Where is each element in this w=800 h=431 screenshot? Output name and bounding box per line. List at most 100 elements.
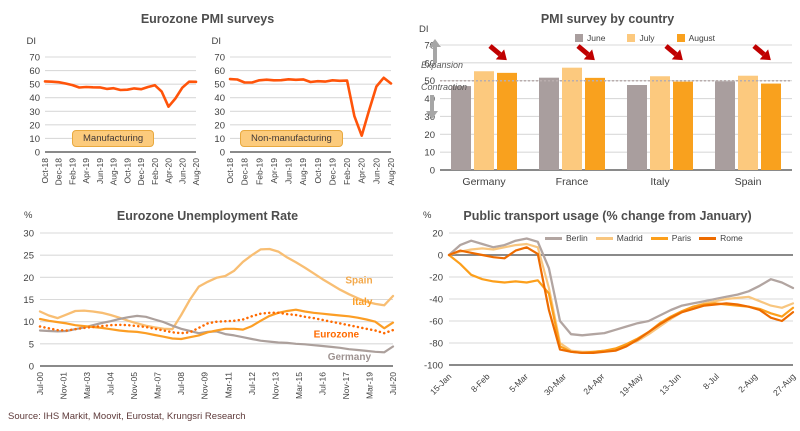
bar-spain-june [715, 81, 735, 170]
bar-germany-june [451, 86, 471, 170]
y-tick-label: 40 [424, 94, 435, 105]
y-tick-label: 30 [214, 107, 225, 118]
x-tick-label: Mar-11 [223, 372, 233, 399]
y-tick-label: 0 [438, 251, 443, 262]
legend-swatch [650, 236, 668, 240]
x-tick-label: Jul-08 [176, 372, 186, 395]
bar-germany-august [497, 72, 517, 170]
y-axis-unit: % [423, 210, 432, 221]
bar-germany-july [474, 71, 494, 170]
y-tick-label: 40 [214, 93, 225, 104]
legend-item-june: June [575, 33, 605, 43]
decline-arrow [488, 44, 507, 61]
x-tick-label: Aug-19 [298, 158, 308, 186]
chart-public-transport-usage: Public transport usage (% change from Ja… [415, 203, 800, 413]
series-line-berlin [447, 237, 795, 337]
y-tick-label: 5 [29, 339, 34, 350]
series-tag-non-manufacturing: Non-manufacturing [240, 130, 343, 147]
legend-item-july: July [627, 33, 655, 43]
decline-arrow [576, 44, 595, 61]
legend-label: Berlin [566, 233, 588, 243]
x-tick-label: Feb-19 [254, 158, 264, 185]
bar-spain-august [761, 83, 781, 170]
legend: Berlin Madrid Paris Rome [545, 233, 743, 243]
x-tick-label: Oct-19 [313, 158, 323, 184]
chart-eurozone-unemployment: Eurozone Unemployment Rate % 0 5 10 15 20 25 3… [0, 203, 415, 413]
series-line-italy [38, 308, 395, 341]
x-tick-label: Jun-19 [284, 158, 294, 184]
x-tick-label: Jul-16 [317, 372, 327, 395]
y-axis-unit: % [24, 210, 33, 221]
x-tick-label: Apr-19 [81, 158, 91, 184]
legend-item-paris: Paris [650, 233, 691, 243]
x-tick-label: 27-Aug [771, 371, 798, 398]
x-tick-label: Dec-19 [327, 158, 337, 186]
x-tick-label: Oct-19 [122, 158, 132, 184]
legend-swatch [699, 236, 717, 240]
series-line-rome [447, 246, 795, 355]
y-axis-unit: DI [27, 36, 37, 47]
series-label-spain: Spain [345, 276, 372, 287]
legend-label: Rome [720, 233, 743, 243]
y-tick-label: -100 [424, 361, 443, 372]
series-line-madrid [447, 242, 795, 353]
legend-item-madrid: Madrid [595, 233, 643, 243]
y-tick-label: 30 [424, 112, 435, 123]
bar-spain-july [738, 75, 758, 170]
x-tick-label: Oct-18 [40, 158, 50, 184]
bar-italy-july [650, 76, 670, 170]
y-tick-label: 30 [23, 229, 34, 240]
x-tick-label: 24-Apr [581, 371, 606, 396]
legend-item-august: August [676, 33, 715, 43]
y-tick-label: 25 [23, 251, 34, 262]
y-tick-label: 30 [29, 107, 40, 118]
x-tick-label: 8-Feb [469, 371, 492, 394]
y-tick-label: -20 [429, 273, 443, 284]
y-tick-label: 60 [424, 58, 435, 69]
y-axis-unit: DI [419, 24, 429, 35]
x-category-label: Spain [735, 176, 762, 188]
bar-france-august [585, 77, 605, 170]
expansion-label: Expansion [421, 60, 463, 70]
x-tick-label: Aug-20 [386, 158, 396, 186]
series-line-eurozone [38, 311, 395, 335]
x-tick-label: 13-Jun [657, 371, 683, 397]
x-tick-label: 5-Mar [507, 371, 530, 394]
series-line-spain [38, 247, 395, 331]
legend-label: July [639, 33, 655, 43]
y-tick-label: 20 [29, 120, 40, 131]
y-tick-label: 70 [424, 41, 435, 52]
source-note: Source: IHS Markit, Moovit, Eurostat, Kr… [8, 411, 246, 422]
x-tick-label: Oct-18 [225, 158, 235, 184]
y-tick-label: 20 [23, 273, 34, 284]
y-tick-label: 20 [432, 229, 443, 240]
y-tick-label: 0 [29, 362, 34, 373]
y-tick-label: 70 [214, 53, 225, 64]
series-line-paris [447, 253, 795, 355]
chart-title: Eurozone PMI surveys [140, 12, 275, 26]
y-tick-label: 50 [424, 76, 435, 87]
legend-item-berlin: Berlin [545, 233, 588, 243]
bar-france-july [562, 67, 582, 170]
pmi-manufacturing-plot: DI 0 10 20 30 40 50 60 70 Oct-18 Dec-18 Feb-19 Apr-1… [27, 36, 202, 186]
x-category-label: Germany [462, 176, 506, 188]
x-tick-label: Aug-19 [109, 158, 119, 186]
y-tick-label: 10 [23, 317, 34, 328]
y-tick-label: 40 [29, 93, 40, 104]
series-line-non-manufacturing [228, 76, 393, 137]
x-tick-label: Dec-18 [240, 158, 250, 186]
legend-swatch [676, 34, 685, 42]
x-tick-label: Mar-03 [82, 372, 92, 399]
x-tick-label: Jul-00 [35, 372, 45, 395]
y-axis-unit: DI [212, 36, 222, 47]
decline-arrow [752, 44, 771, 61]
chart-pmi-by-country: PMI survey by country DI June July August … [415, 0, 800, 203]
x-tick-label: 15-Jan [428, 371, 454, 397]
series-tag-manufacturing: Manufacturing [72, 130, 155, 147]
chart-title: PMI survey by country [540, 12, 675, 26]
x-tick-label: Apr-19 [269, 158, 279, 184]
legend-label: Madrid [616, 233, 643, 243]
x-tick-label: Nov-13 [270, 372, 280, 400]
